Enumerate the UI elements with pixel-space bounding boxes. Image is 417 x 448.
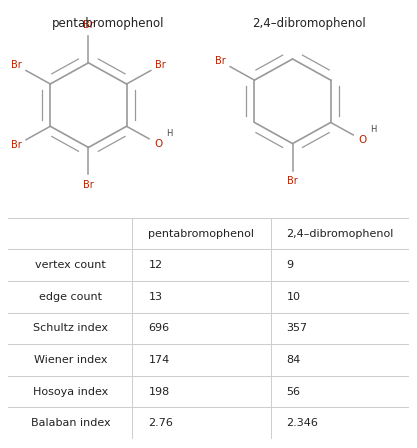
Text: 13: 13 [148,292,163,302]
Text: vertex count: vertex count [35,260,106,270]
Text: Wiener index: Wiener index [34,355,107,365]
Text: Br: Br [287,176,298,186]
Text: 174: 174 [148,355,170,365]
Text: Hosoya index: Hosoya index [33,387,108,396]
Text: H: H [371,125,377,134]
Text: 2,4–dibromophenol: 2,4–dibromophenol [252,17,365,30]
Text: Br: Br [83,20,94,30]
Text: pentabromophenol: pentabromophenol [148,228,254,239]
Text: 2.346: 2.346 [286,418,319,428]
Text: 2,4–dibromophenol: 2,4–dibromophenol [286,228,393,239]
Text: 10: 10 [286,292,301,302]
Text: Br: Br [83,180,94,190]
Text: 9: 9 [286,260,294,270]
Text: 56: 56 [286,387,301,396]
Text: Balaban index: Balaban index [30,418,110,428]
Text: O: O [359,135,367,145]
Text: 198: 198 [148,387,170,396]
Text: pentabromophenol: pentabromophenol [52,17,165,30]
Text: 357: 357 [286,323,308,333]
Text: edge count: edge count [39,292,102,302]
Text: O: O [154,139,163,149]
Text: 84: 84 [286,355,301,365]
Text: 12: 12 [148,260,163,270]
Text: Br: Br [215,56,226,66]
Text: 2.76: 2.76 [148,418,173,428]
Text: Br: Br [11,60,22,70]
Text: Schultz index: Schultz index [33,323,108,333]
Text: Br: Br [155,60,166,70]
Text: 696: 696 [148,323,170,333]
Text: Br: Br [11,140,22,150]
Text: H: H [166,129,173,138]
